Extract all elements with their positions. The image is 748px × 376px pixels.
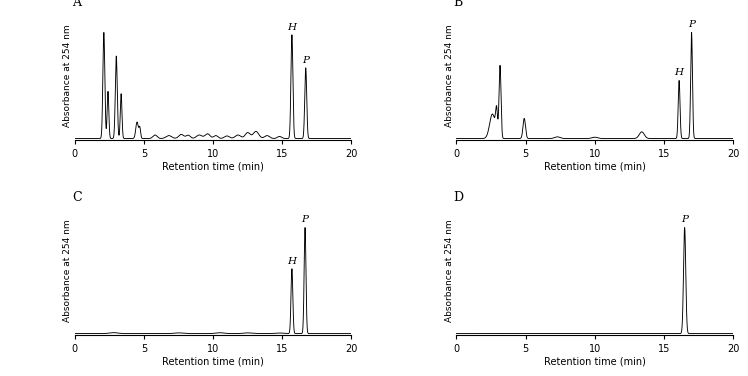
Text: H: H (675, 68, 684, 77)
Text: P: P (681, 215, 688, 224)
Text: C: C (72, 191, 82, 204)
Text: H: H (287, 256, 296, 265)
Text: B: B (454, 0, 463, 9)
X-axis label: Retention time (min): Retention time (min) (162, 356, 264, 367)
Text: H: H (287, 23, 296, 32)
X-axis label: Retention time (min): Retention time (min) (162, 161, 264, 171)
Y-axis label: Absorbance at 254 nm: Absorbance at 254 nm (63, 219, 72, 322)
Y-axis label: Absorbance at 254 nm: Absorbance at 254 nm (445, 24, 454, 127)
Y-axis label: Absorbance at 254 nm: Absorbance at 254 nm (63, 24, 72, 127)
Text: A: A (72, 0, 81, 9)
Y-axis label: Absorbance at 254 nm: Absorbance at 254 nm (445, 219, 454, 322)
X-axis label: Retention time (min): Retention time (min) (544, 161, 646, 171)
Text: P: P (302, 56, 309, 65)
X-axis label: Retention time (min): Retention time (min) (544, 356, 646, 367)
Text: P: P (301, 215, 308, 224)
Text: P: P (688, 20, 695, 29)
Text: D: D (454, 191, 464, 204)
